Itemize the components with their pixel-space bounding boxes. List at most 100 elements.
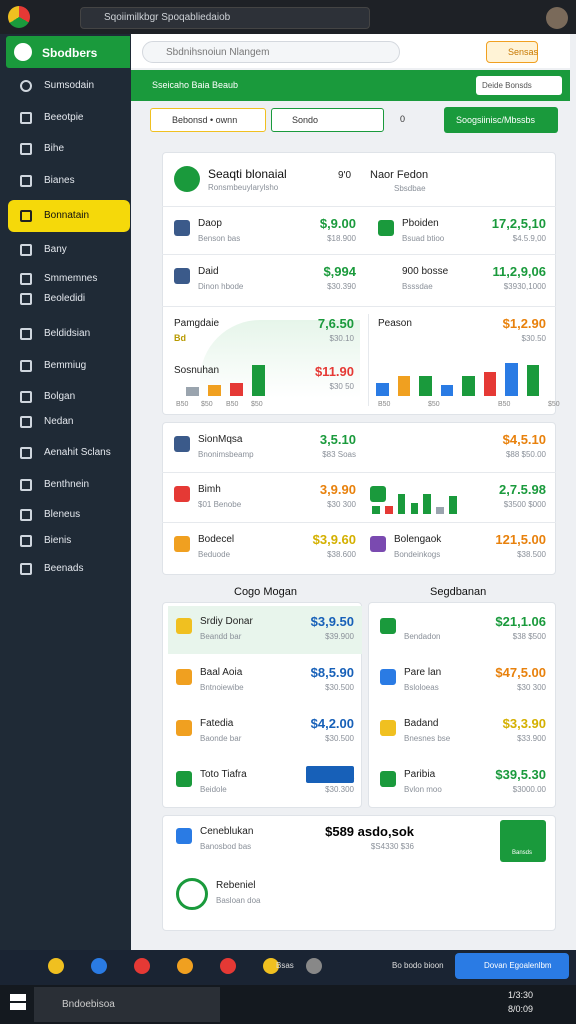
row-value: $3,3.90: [502, 716, 546, 731]
button[interactable]: [444, 107, 558, 133]
brand: Sbodbers: [42, 46, 98, 60]
search[interactable]: [142, 41, 400, 63]
row-name: Ceneblukan: [200, 826, 254, 837]
bar: [526, 365, 540, 396]
bar: [397, 376, 411, 396]
nav-icon: [20, 391, 32, 403]
address-bar[interactable]: [80, 7, 370, 29]
select-text: Bebonsd • ownn: [172, 115, 238, 125]
row-icon: [370, 436, 386, 452]
search-text: Sbdnihsnoiun Nlangem: [166, 47, 270, 58]
address-text: Sqoiimilkbgr Spoqabliedaiob: [104, 12, 231, 23]
row-name: Fatedia: [200, 718, 234, 729]
app-item: Bsas: [276, 961, 294, 970]
chart-sub: $30.10: [329, 334, 354, 343]
row-sub-value: $38.500: [517, 550, 546, 559]
nav-item[interactable]: Smmemnes: [44, 273, 98, 284]
row-sub-value: $4.5.9,00: [512, 234, 546, 243]
row-sub-value: $3930,1000: [503, 282, 546, 291]
row-value: 121,5.00: [495, 532, 546, 547]
app-icon[interactable]: [263, 958, 279, 974]
nav-item[interactable]: Bihe: [44, 143, 65, 154]
app-icon[interactable]: [91, 958, 107, 974]
app-icon[interactable]: [220, 958, 236, 974]
nav-item[interactable]: Benthnein: [44, 479, 90, 490]
chart-name: Pamgdaie: [174, 318, 220, 329]
app-icon[interactable]: [134, 958, 150, 974]
row-sub: Bnonimsbeamp: [198, 450, 254, 459]
nav-item[interactable]: Beoledidi: [44, 293, 86, 304]
nav-item[interactable]: Bleneus: [44, 509, 81, 520]
row-sub-value: $30.300: [325, 785, 354, 794]
sidebar: [0, 34, 131, 950]
nav-icon: [20, 80, 32, 92]
row-icon: [176, 618, 192, 634]
row-value: $3,9.60: [312, 532, 356, 547]
nav-item[interactable]: Beldidsian: [44, 328, 91, 339]
task-date: 8/0:09: [508, 1004, 534, 1014]
axis-label: $50: [251, 401, 263, 408]
nav-item[interactable]: Beenads: [44, 563, 84, 574]
divider: [162, 254, 556, 255]
app-button[interactable]: [455, 953, 569, 979]
button-text: Soogsiinisc/Mbssbs: [456, 115, 536, 125]
nav-item[interactable]: Bianes: [44, 175, 75, 186]
row-sub: Banosbod bas: [200, 842, 252, 851]
bar: [419, 376, 432, 396]
chart-name2: Sosnuhan: [174, 365, 220, 376]
divider: [162, 472, 556, 473]
nav-item[interactable]: Bemmiug: [44, 360, 87, 371]
task-search-text: Bndoebisoa: [62, 999, 115, 1010]
row-name: Pare lan: [404, 667, 442, 678]
app-icon[interactable]: [306, 958, 322, 974]
row-icon: [370, 486, 386, 502]
row-icon: [174, 536, 190, 552]
brand-icon: [14, 43, 32, 61]
row-icon: [174, 268, 190, 284]
nav-icon: [20, 273, 32, 285]
start[interactable]: [10, 994, 26, 1010]
app-icon[interactable]: [48, 958, 64, 974]
row-sub-value: $33.900: [517, 734, 546, 743]
nav-item[interactable]: Bany: [44, 244, 67, 255]
nav-item[interactable]: Nedan: [44, 416, 74, 427]
chart-value2: $11.90: [314, 364, 354, 379]
nav-item[interactable]: Bolgan: [44, 391, 76, 402]
row-sub-value: $S4330 $36: [370, 842, 414, 851]
footer-button[interactable]: [500, 820, 546, 862]
row-sub-value: $3000.00: [512, 785, 546, 794]
row-value: $589 asdo,sok: [325, 824, 414, 839]
row-icon: [174, 486, 190, 502]
input[interactable]: [271, 108, 384, 132]
nav-icon: [20, 447, 32, 459]
badge-blue: [306, 766, 354, 783]
nav-item[interactable]: Sumsodain: [44, 80, 95, 91]
row-value: 17,2,5,10: [491, 216, 546, 231]
task-time: 1/3:30: [508, 990, 534, 1000]
filter[interactable]: [476, 76, 562, 95]
nav-active: [8, 200, 130, 232]
section-title: Segdbanan: [430, 586, 487, 598]
app-item: Bo bodo bioon: [392, 961, 444, 970]
nav-item[interactable]: Bonnatain: [44, 210, 90, 221]
select[interactable]: [150, 108, 266, 132]
app-icon[interactable]: [177, 958, 193, 974]
row-name: Bolengaok: [394, 534, 442, 545]
chart-divider: [368, 314, 369, 406]
row-sub: $01 Benobe: [198, 500, 242, 509]
app-button-text: Dovan Egoalenlbm: [484, 961, 552, 970]
task-search[interactable]: [34, 987, 220, 1022]
nav-item[interactable]: Beeotpie: [44, 112, 84, 123]
nav-item[interactable]: Bienis: [44, 535, 72, 546]
input-text: Sondo: [292, 115, 319, 125]
nav-item[interactable]: Aenahit Sclans: [44, 447, 111, 458]
row-sub: Dinon hbode: [198, 282, 244, 291]
axis-label: B50: [378, 401, 391, 408]
row-icon: [380, 618, 396, 634]
nav-icon: [20, 210, 32, 222]
row-value: 3,9.90: [319, 482, 356, 497]
row-sub-value: $30.500: [325, 683, 354, 692]
row-value: 2,7.5.98: [499, 482, 546, 497]
bar: [208, 385, 222, 396]
